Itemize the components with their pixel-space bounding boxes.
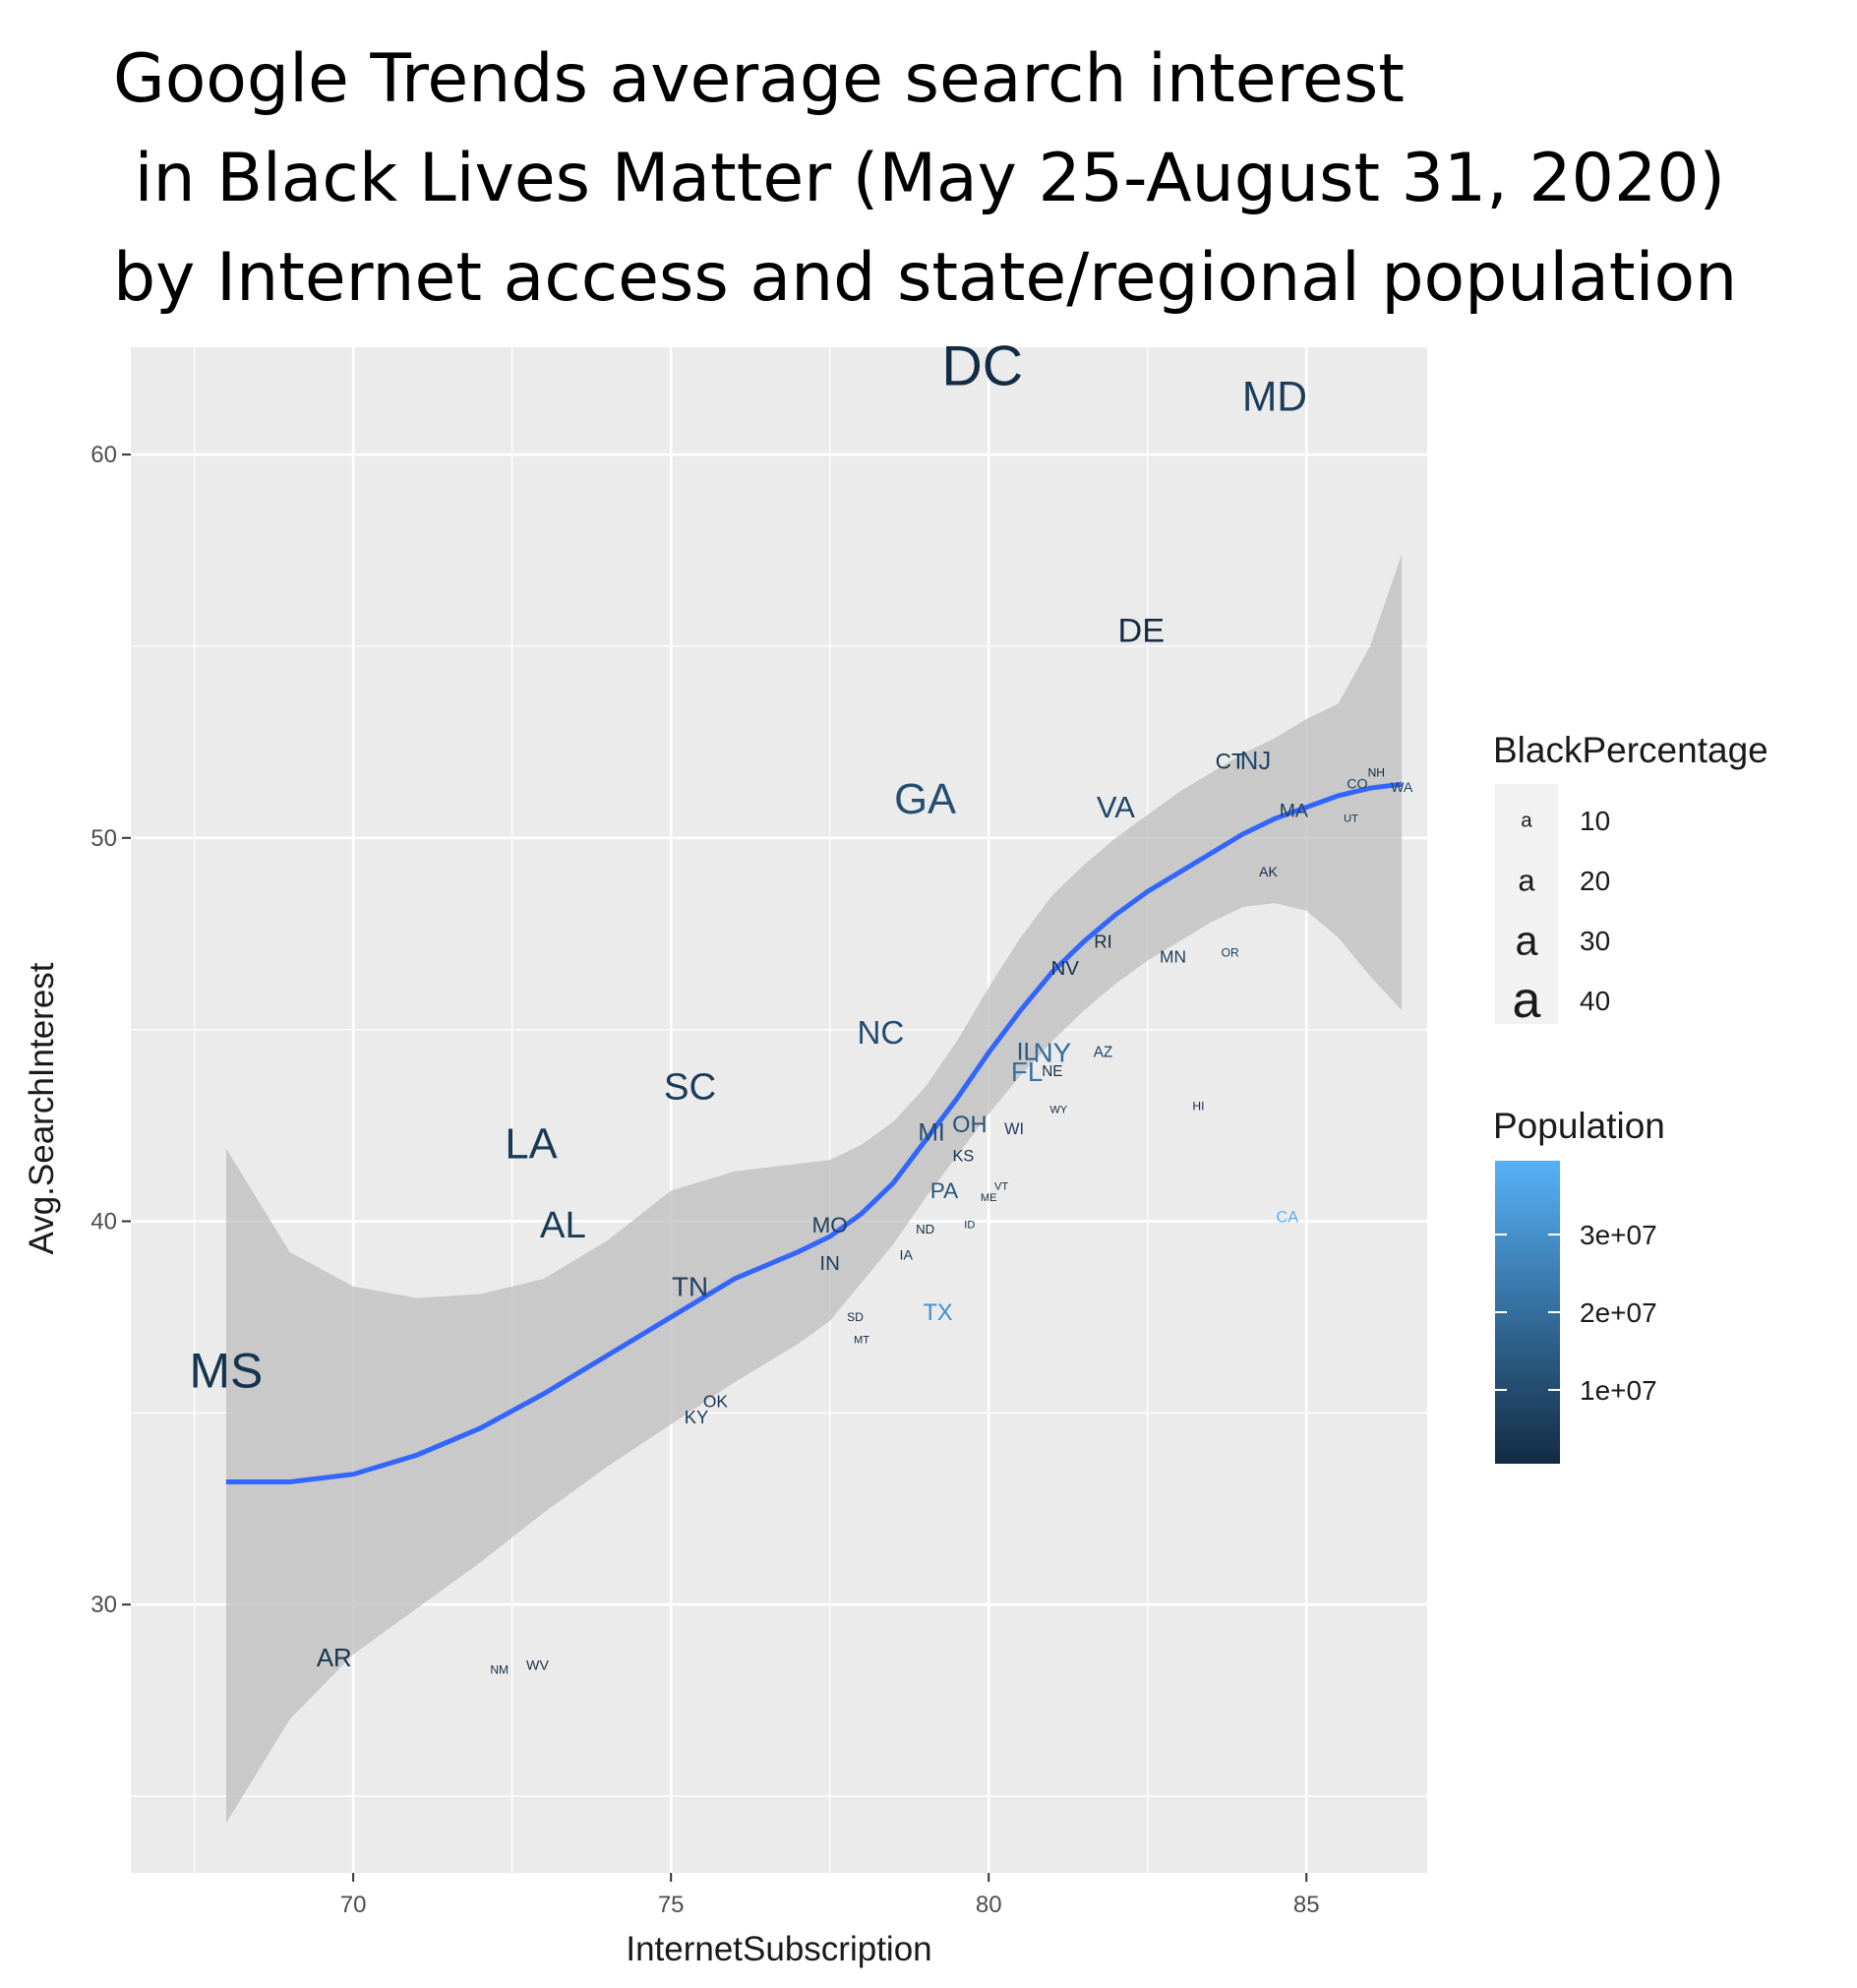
- state-label-ok: OK: [703, 1392, 729, 1412]
- colorbar-tick-label: 2e+07: [1580, 1297, 1657, 1328]
- state-label-id: ID: [964, 1219, 975, 1231]
- chart-title: Google Trends average search interest in…: [113, 40, 1738, 317]
- state-label-ms: MS: [189, 1343, 263, 1398]
- legend-black-title: BlackPercentage: [1493, 730, 1768, 770]
- state-label-oh: OH: [952, 1113, 987, 1138]
- x-tick-label: 80: [976, 1892, 1002, 1918]
- state-label-ut: UT: [1344, 813, 1358, 824]
- state-label-ia: IA: [900, 1248, 914, 1264]
- state-label-mn: MN: [1160, 947, 1186, 967]
- legend-black-value: 20: [1580, 866, 1610, 896]
- state-label-sd: SD: [847, 1310, 864, 1324]
- legend-population: Population 3e+07 2e+07 1e+07: [1493, 1106, 1665, 1464]
- state-label-nj: NJ: [1240, 748, 1272, 775]
- state-label-vt: VT: [994, 1180, 1008, 1192]
- legend-population-title: Population: [1493, 1106, 1665, 1146]
- state-label-ak: AK: [1259, 865, 1278, 880]
- state-label-nc: NC: [857, 1015, 904, 1052]
- state-label-me: ME: [981, 1192, 997, 1204]
- confidence-ribbon: [225, 554, 1403, 1824]
- state-label-al: AL: [540, 1204, 586, 1246]
- state-label-ct: CT: [1216, 749, 1245, 773]
- state-label-nh: NH: [1368, 766, 1385, 780]
- state-label-ks: KS: [952, 1147, 974, 1165]
- state-label-in: IN: [819, 1252, 840, 1275]
- state-label-mt: MT: [854, 1334, 869, 1346]
- x-tick-label: 85: [1293, 1892, 1320, 1918]
- state-label-ga: GA: [894, 776, 956, 823]
- legend-black-glyph: a: [1518, 864, 1535, 898]
- legend-black-value: 40: [1580, 986, 1610, 1016]
- state-label-va: VA: [1097, 790, 1135, 824]
- x-axis-ticks: 70 75 80 85: [340, 1873, 1320, 1918]
- state-label-sc: SC: [664, 1066, 716, 1109]
- colorbar-tick-label: 3e+07: [1580, 1220, 1657, 1250]
- state-label-tn: TN: [672, 1271, 708, 1301]
- state-label-ca: CA: [1277, 1209, 1299, 1227]
- state-label-az: AZ: [1094, 1045, 1113, 1061]
- state-label-ne: NE: [1042, 1063, 1062, 1080]
- x-tick-label: 70: [340, 1892, 367, 1918]
- x-axis-title: InternetSubscription: [626, 1930, 931, 1968]
- state-label-la: LA: [505, 1121, 557, 1169]
- state-label-hi: HI: [1192, 1100, 1204, 1114]
- state-label-co: CO: [1347, 776, 1367, 792]
- colorbar-tick-label: 1e+07: [1580, 1375, 1657, 1406]
- state-label-nd: ND: [916, 1222, 934, 1236]
- legend-black-glyph: a: [1513, 972, 1541, 1029]
- state-label-wv: WV: [526, 1658, 549, 1674]
- state-label-ny: NY: [1033, 1038, 1071, 1068]
- y-tick-label: 30: [90, 1592, 117, 1618]
- state-label-nm: NM: [490, 1662, 509, 1676]
- legend-black-glyph: a: [1521, 810, 1532, 832]
- y-tick-label: 50: [90, 825, 117, 852]
- state-label-or: OR: [1222, 946, 1239, 960]
- y-tick-label: 40: [90, 1209, 117, 1235]
- state-label-ar: AR: [317, 1645, 352, 1672]
- state-label-ma: MA: [1280, 801, 1308, 822]
- y-tick-label: 60: [90, 442, 117, 468]
- legend-black-value: 30: [1580, 926, 1610, 956]
- state-label-de: DE: [1118, 612, 1166, 649]
- state-label-ky: KY: [685, 1407, 709, 1427]
- state-label-wa: WA: [1391, 780, 1413, 796]
- state-label-md: MD: [1242, 374, 1307, 421]
- legend-black-value: 10: [1580, 806, 1610, 836]
- state-label-wi: WI: [1004, 1120, 1024, 1138]
- legend-black-glyph: a: [1515, 918, 1538, 964]
- state-label-wy: WY: [1049, 1105, 1067, 1116]
- state-label-il: IL: [1017, 1040, 1038, 1066]
- state-label-pa: PA: [930, 1178, 959, 1203]
- state-label-nv: NV: [1050, 957, 1079, 980]
- state-label-fl: FL: [1011, 1056, 1044, 1087]
- state-label-ri: RI: [1094, 932, 1111, 952]
- smooth-trend-line: [225, 781, 1403, 1485]
- state-label-mi: MI: [918, 1119, 944, 1146]
- legend-black-keys-bg: [1495, 784, 1558, 1024]
- minor-gridlines: [131, 347, 1427, 1873]
- state-label-dc: DC: [941, 334, 1023, 397]
- y-axis-title: Avg.SearchInterest: [23, 962, 61, 1254]
- legend-black-percentage: BlackPercentage a 10 a 20 a 30 a 40: [1493, 730, 1768, 1029]
- y-axis-ticks: 30 40 50 60: [90, 442, 131, 1618]
- x-tick-label: 75: [658, 1892, 685, 1918]
- state-label-mo: MO: [811, 1213, 847, 1237]
- state-label-tx: TX: [923, 1300, 952, 1326]
